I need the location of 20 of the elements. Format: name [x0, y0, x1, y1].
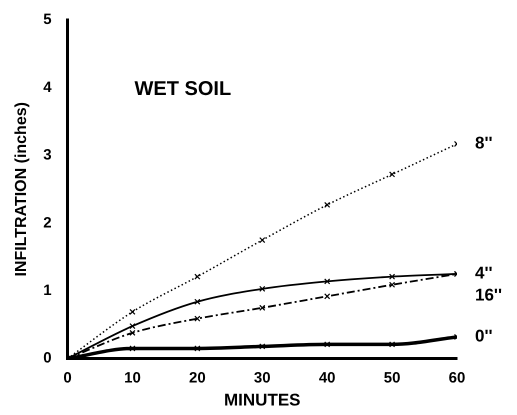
- series-label: 16'': [475, 286, 502, 305]
- text: WET SOIL: [134, 78, 232, 100]
- series-label: 8'': [475, 134, 493, 153]
- y-tick-label: 5: [43, 11, 52, 28]
- series-label: 0'': [475, 326, 493, 346]
- x-tick-label: 60: [448, 370, 466, 387]
- y-tick-label: 2: [43, 214, 52, 232]
- x-tick-label: 40: [318, 370, 336, 387]
- series-label: 4'': [475, 264, 493, 283]
- x-tick-label: 30: [254, 370, 271, 387]
- y-tick-label: 0: [43, 350, 52, 367]
- x-tick-label: 0: [63, 370, 72, 387]
- x-tick-label: 50: [384, 370, 400, 387]
- y-tick-label: 4: [43, 78, 52, 96]
- y-tick-label: 3: [43, 146, 52, 164]
- y-tick-label: 1: [43, 282, 52, 300]
- y-axis-title: INFILTRATION (inches): [13, 102, 30, 277]
- x-tick-label: 10: [124, 370, 141, 387]
- x-axis-title: MINUTES: [224, 390, 301, 410]
- x-tick-label: 20: [189, 370, 206, 387]
